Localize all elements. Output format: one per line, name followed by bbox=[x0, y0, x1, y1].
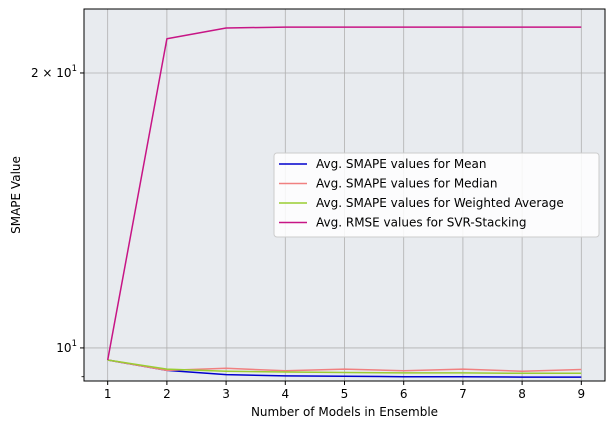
grid bbox=[84, 9, 605, 381]
y-tick-label-mult: 2 × bbox=[31, 66, 56, 80]
x-tick-label: 1 bbox=[104, 387, 112, 401]
legend-box bbox=[273, 152, 600, 238]
y-tick-label: 2 × 101 bbox=[31, 64, 77, 80]
legend-label: Avg. SMAPE values for Median bbox=[316, 177, 497, 191]
series-line bbox=[107, 359, 582, 375]
x-tick-label: 8 bbox=[518, 387, 526, 401]
y-tick-label-exp: 1 bbox=[72, 64, 77, 74]
legend-label: Avg. SMAPE values for Mean bbox=[316, 157, 487, 171]
y-tick-label: 101 bbox=[56, 339, 77, 355]
x-tick-label: 2 bbox=[163, 387, 171, 401]
legend-label: Avg. RMSE values for SVR-Stacking bbox=[316, 216, 527, 230]
y-tick-label-exp: 1 bbox=[72, 339, 77, 349]
x-tick-label: 3 bbox=[222, 387, 230, 401]
x-axis-label: Number of Models in Ensemble bbox=[251, 405, 438, 419]
legend-label: Avg. SMAPE values for Weighted Average bbox=[316, 196, 564, 210]
x-tick-label: 6 bbox=[400, 387, 408, 401]
y-tick-label-base: 10 bbox=[56, 66, 71, 80]
x-tick-label: 5 bbox=[341, 387, 349, 401]
x-tick-label: 9 bbox=[577, 387, 585, 401]
y-tick-label-base: 10 bbox=[56, 341, 71, 355]
x-tick-label: 4 bbox=[281, 387, 289, 401]
series-line bbox=[107, 359, 582, 378]
series-line bbox=[106, 26, 582, 361]
x-tick-label: 7 bbox=[459, 387, 467, 401]
legend: Avg. SMAPE values for Mean Avg. SMAPE val… bbox=[273, 152, 600, 238]
series-layer bbox=[106, 26, 582, 378]
y-axis-label: SMAPE Value bbox=[9, 156, 23, 234]
